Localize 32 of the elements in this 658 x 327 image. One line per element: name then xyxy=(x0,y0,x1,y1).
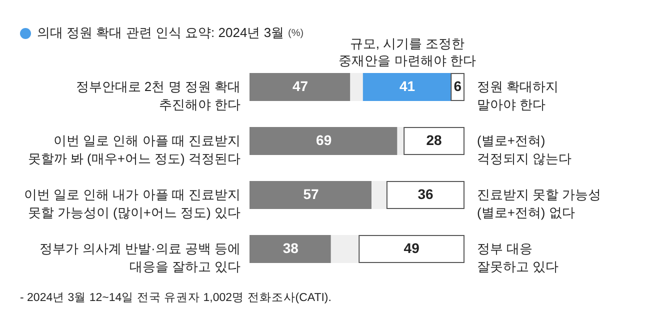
bar xyxy=(250,235,332,263)
bar xyxy=(371,181,388,209)
bar xyxy=(404,127,464,155)
bar xyxy=(386,181,464,209)
data-label: 47 xyxy=(292,78,308,94)
y-tick-label: 이번 일로 인해 내가 아플 때 진료받지 못할 가능성이 (많이+어느 정도) 있다 xyxy=(24,187,240,220)
data-label: 38 xyxy=(282,240,299,256)
text: 규모, 시기를 조정한 중재안을 마련해야 한다 xyxy=(338,36,476,68)
bar xyxy=(250,73,352,101)
text: (별로+전혀) 걱정되지 않는다 xyxy=(477,133,572,166)
text: 정부 대응 잘못하고 있다 xyxy=(477,241,559,274)
data-label: 28 xyxy=(426,132,442,148)
data-label: 69 xyxy=(316,132,332,148)
bar xyxy=(330,235,360,263)
y-tick-label: 이번 일로 인해 아플 때 진료받지 못할까 봐 (매우+어느 정도) 걱정된다 xyxy=(28,133,240,166)
data-label: 57 xyxy=(303,186,319,202)
data-label: 36 xyxy=(418,186,434,202)
data-label: 6 xyxy=(454,78,462,94)
data-label: 49 xyxy=(404,240,420,256)
data-label: 41 xyxy=(400,78,416,94)
chart-subtitle: (%) xyxy=(288,28,304,38)
y-tick-label: 정부가 의사계 반발·의료 공백 등에 대응을 잘하고 있다 xyxy=(40,241,240,274)
bar xyxy=(358,235,464,263)
text: 정원 확대하지 말아야 한다 xyxy=(477,79,559,112)
chart-title: 의대 정원 확대 관련 인식 요약: 2024년 3월 xyxy=(37,24,284,42)
y-tick-label: 정부안대로 2천 명 정원 확대 추진해야 한다 xyxy=(76,79,240,112)
text: 진료받지 못할 가능성 (별로+전혀) 없다 xyxy=(477,187,602,220)
bar xyxy=(362,73,452,101)
bar xyxy=(250,181,372,209)
bar xyxy=(350,73,364,101)
text: - 2024년 3월 12~14일 전국 유권자 1,002명 전화조사(CATI). xyxy=(20,291,332,305)
bar xyxy=(250,127,398,155)
